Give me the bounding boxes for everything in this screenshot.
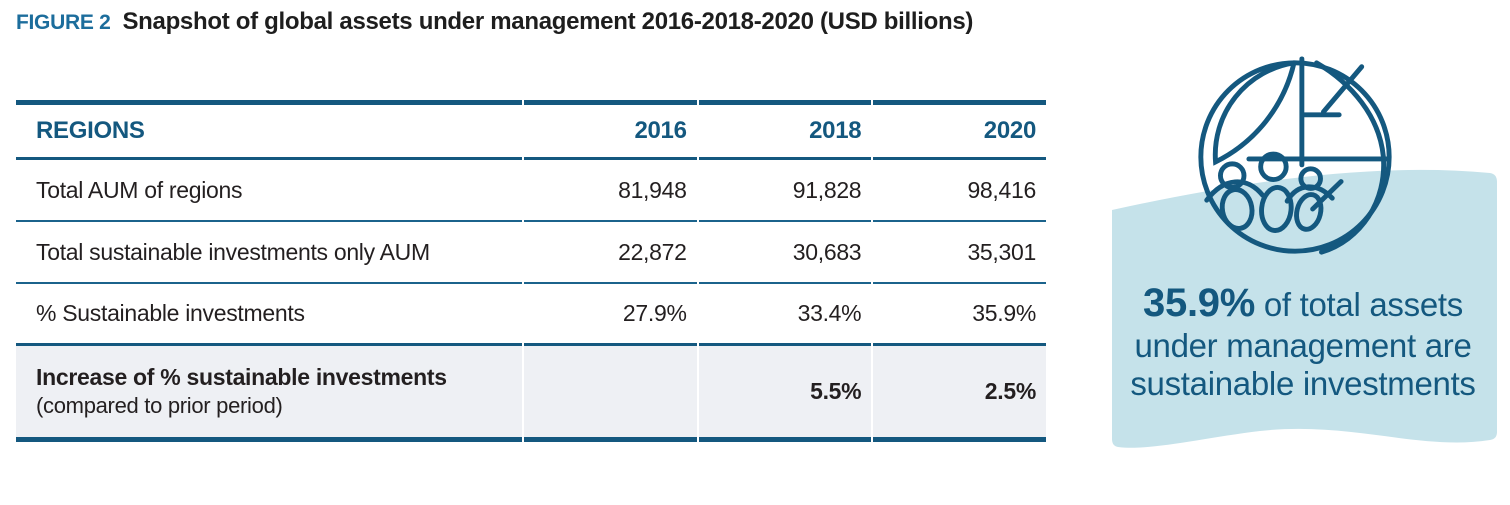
table-row-total-aum: Total AUM of regions 81,948 91,828 98,41…: [16, 160, 1046, 222]
cell-2020: 98,416: [873, 160, 1046, 222]
cell-2018: 30,683: [698, 222, 872, 284]
wave-background: [1112, 169, 1497, 448]
cell-2020: 35,301: [873, 222, 1046, 284]
person-head: [1258, 151, 1289, 183]
person-body-loop: [1294, 192, 1324, 232]
cell-2016: 27.9%: [523, 284, 697, 346]
table-header-row: REGIONS 2016 2018 2020: [16, 100, 1046, 160]
callout-panel: 35.9% of total assets under management a…: [1100, 40, 1506, 495]
cell-2018: 91,828: [698, 160, 872, 222]
table-row-increase-pct: Increase of % sustainable investments (c…: [16, 346, 1046, 442]
globe-people-icon: [1198, 56, 1392, 255]
figure-title-bar: FIGURE 2 Snapshot of global assets under …: [16, 8, 973, 36]
table-row-sustainable-aum: Total sustainable investments only AUM 2…: [16, 222, 1046, 284]
row-label-main: Increase of % sustainable investments: [36, 364, 447, 390]
cell-2016: [523, 346, 697, 442]
column-header-2020: 2020: [873, 100, 1046, 160]
column-header-regions: REGIONS: [16, 100, 522, 160]
cell-2020: 2.5%: [873, 346, 1046, 442]
aum-table: REGIONS 2016 2018 2020 Total AUM of regi…: [14, 100, 1048, 442]
cell-2016: 22,872: [523, 222, 697, 284]
column-header-2016: 2016: [523, 100, 697, 160]
callout-text: 35.9% of total assets under management a…: [1112, 280, 1494, 404]
row-label-sub: (compared to prior period): [36, 393, 283, 418]
callout-description: of total assets under management are sus…: [1130, 286, 1476, 403]
cell-2018: 5.5%: [698, 346, 872, 442]
column-header-2018: 2018: [698, 100, 872, 160]
row-label: % Sustainable investments: [16, 284, 522, 346]
cell-2020: 35.9%: [873, 284, 1046, 346]
cell-2018: 33.4%: [698, 284, 872, 346]
table-row-pct-sustainable: % Sustainable investments 27.9% 33.4% 35…: [16, 284, 1046, 346]
figure-label: FIGURE 2: [16, 11, 111, 34]
leaf-shape: [1212, 60, 1297, 166]
row-label: Total AUM of regions: [16, 160, 522, 222]
row-label: Total sustainable investments only AUM: [16, 222, 522, 284]
person-body-loop: [1259, 185, 1294, 233]
person-body-loop: [1219, 187, 1255, 231]
row-label: Increase of % sustainable investments (c…: [16, 346, 522, 442]
figure-heading: Snapshot of global assets under manageme…: [122, 8, 974, 35]
person-head: [1217, 161, 1247, 190]
callout-stat: 35.9%: [1143, 281, 1255, 325]
cell-2016: 81,948: [523, 160, 697, 222]
